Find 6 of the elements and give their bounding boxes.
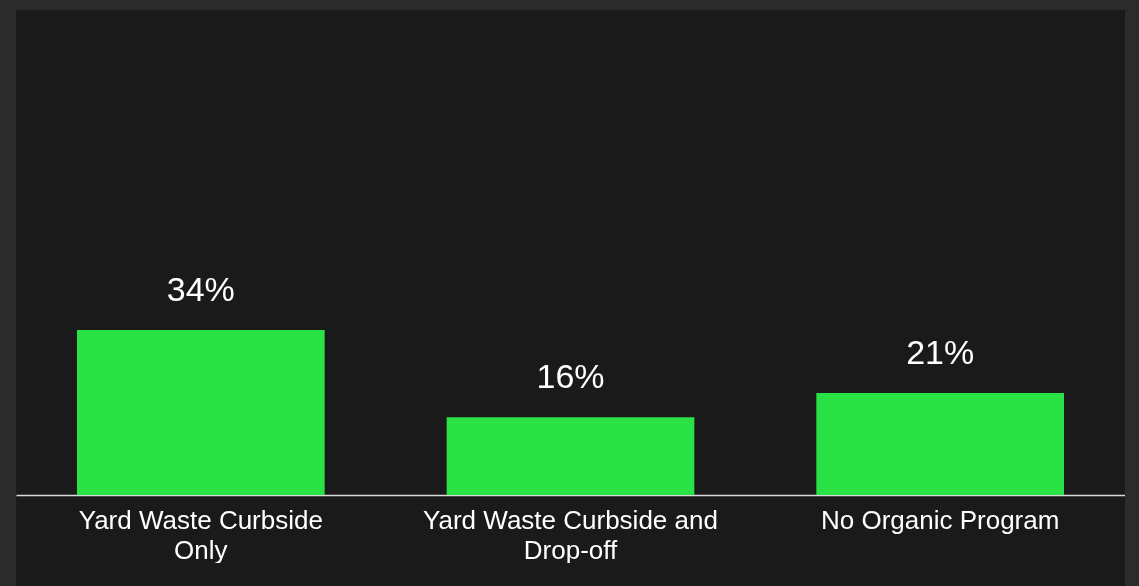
data-label: 21% <box>906 333 975 372</box>
x-tick-label: No Organic Program <box>820 504 1060 535</box>
x-tick-label: Yard Waste Curbside and Drop-off <box>423 504 718 565</box>
data-label: 34% <box>166 270 235 308</box>
x-tick-label: Yard Waste Curbside Only <box>78 504 323 565</box>
data-label: 16% <box>536 357 605 396</box>
